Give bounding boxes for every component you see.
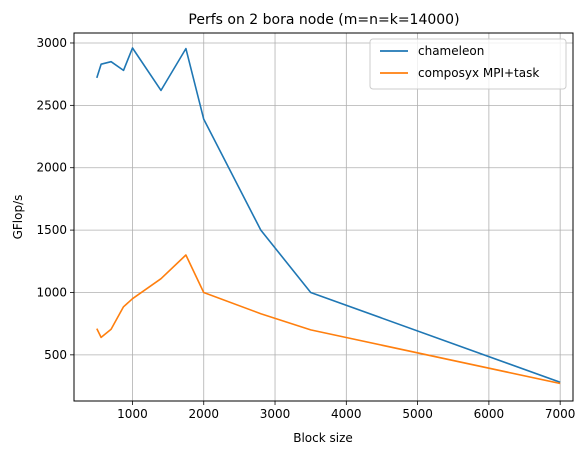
series-line-chameleon: [96, 47, 561, 384]
y-axis-label: GFlop/s: [11, 195, 25, 240]
legend-box: [369, 38, 567, 90]
y-tick-label: 1000: [36, 285, 67, 299]
x-tick-label: 3000: [260, 407, 291, 421]
x-tick-label: 4000: [331, 407, 362, 421]
x-tick-label: 7000: [545, 407, 576, 421]
y-tick-label: 2500: [36, 98, 67, 112]
series-layer: [96, 47, 561, 385]
x-tick-label: 5000: [402, 407, 433, 421]
y-tick-label: 3000: [36, 36, 67, 50]
y-tick-label: 500: [44, 348, 67, 362]
axis-ticks: 1000 2000 3000 4000 5000 6000 7000 500 1000 1500 2…: [36, 36, 575, 421]
x-tick-label: 2000: [188, 407, 219, 421]
legend-label-chameleon: chameleon: [418, 44, 484, 58]
x-axis-label: Block size: [293, 431, 353, 445]
plot-area-frame: [73, 32, 574, 402]
legend-label-composyx: composyx MPI+task: [418, 66, 539, 80]
chart-title: Perfs on 2 bora node (m=n=k=14000): [188, 12, 459, 28]
x-tick-label: 6000: [474, 407, 505, 421]
y-tick-label: 2000: [36, 161, 67, 175]
series-line-composyx: [96, 254, 561, 385]
grid: [74, 33, 573, 401]
x-tick-label: 1000: [117, 407, 148, 421]
legend: chameleon composyx MPI+task: [369, 38, 567, 90]
y-tick-label: 1500: [36, 223, 67, 237]
